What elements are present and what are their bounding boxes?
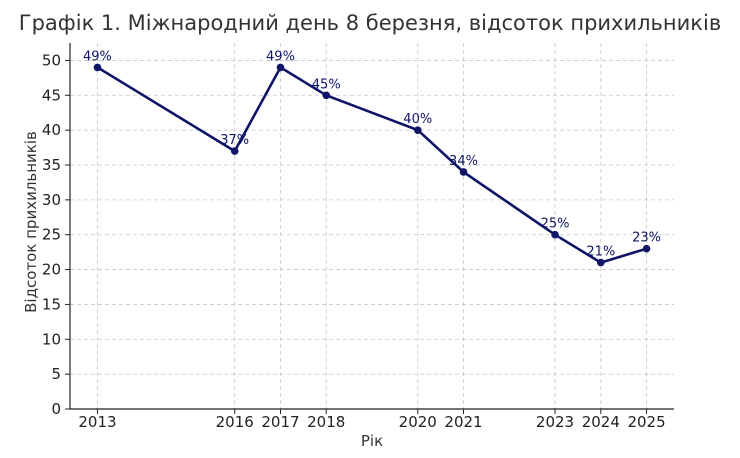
data-labels: 49% 37% 49% 45% 40% 34% 25% 21% 23% [83, 49, 661, 259]
data-point [322, 91, 331, 100]
data-point [413, 126, 422, 134]
x-tick-label: 2017 [261, 413, 299, 431]
axes [69, 43, 674, 410]
data-point [596, 258, 605, 267]
data-label: 34% [449, 154, 478, 169]
x-axis-ticks: 2013 2016 2017 2018 2020 2021 2023 2024 2025 [78, 409, 666, 431]
data-label: 23% [632, 231, 661, 246]
x-tick-label: 2016 [216, 413, 254, 431]
x-tick-label: 2024 [582, 413, 620, 431]
data-label: 37% [220, 133, 249, 148]
data-point [93, 63, 102, 72]
data-point [459, 168, 468, 176]
y-tick-label: 50 [42, 51, 61, 69]
data-label: 21% [586, 245, 615, 260]
y-tick-label: 15 [42, 295, 61, 313]
data-label: 45% [312, 77, 341, 92]
data-point [551, 230, 559, 239]
y-tick-label: 0 [51, 400, 61, 418]
y-tick-label: 20 [42, 261, 61, 279]
x-tick-label: 2021 [444, 413, 482, 431]
y-tick-label: 35 [42, 156, 61, 174]
y-tick-label: 45 [42, 86, 61, 104]
chart-title: Графік 1. Міжнародний день 8 березня, ві… [19, 11, 721, 35]
data-label: 25% [541, 217, 570, 232]
y-axis-title: Відсоток прихильників [22, 131, 40, 313]
x-axis-title: Рік [361, 432, 383, 450]
x-tick-label: 2018 [307, 413, 345, 431]
data-point [642, 244, 651, 253]
data-points [93, 63, 651, 267]
data-point [276, 63, 285, 72]
data-label: 49% [83, 49, 112, 64]
data-point [230, 147, 239, 155]
y-axis-ticks: 0 5 10 15 20 25 30 35 40 45 50 [42, 51, 70, 418]
data-label: 40% [403, 112, 432, 127]
y-tick-label: 25 [42, 226, 61, 244]
y-tick-label: 5 [51, 365, 61, 383]
y-tick-label: 30 [42, 191, 61, 209]
y-tick-label: 10 [42, 330, 61, 348]
grid-lines [70, 43, 674, 410]
x-tick-label: 2013 [78, 413, 116, 431]
data-label: 49% [266, 49, 295, 64]
x-tick-label: 2023 [536, 413, 574, 431]
x-tick-label: 2025 [627, 413, 665, 431]
x-tick-label: 2020 [399, 413, 437, 431]
y-tick-label: 40 [42, 121, 61, 139]
